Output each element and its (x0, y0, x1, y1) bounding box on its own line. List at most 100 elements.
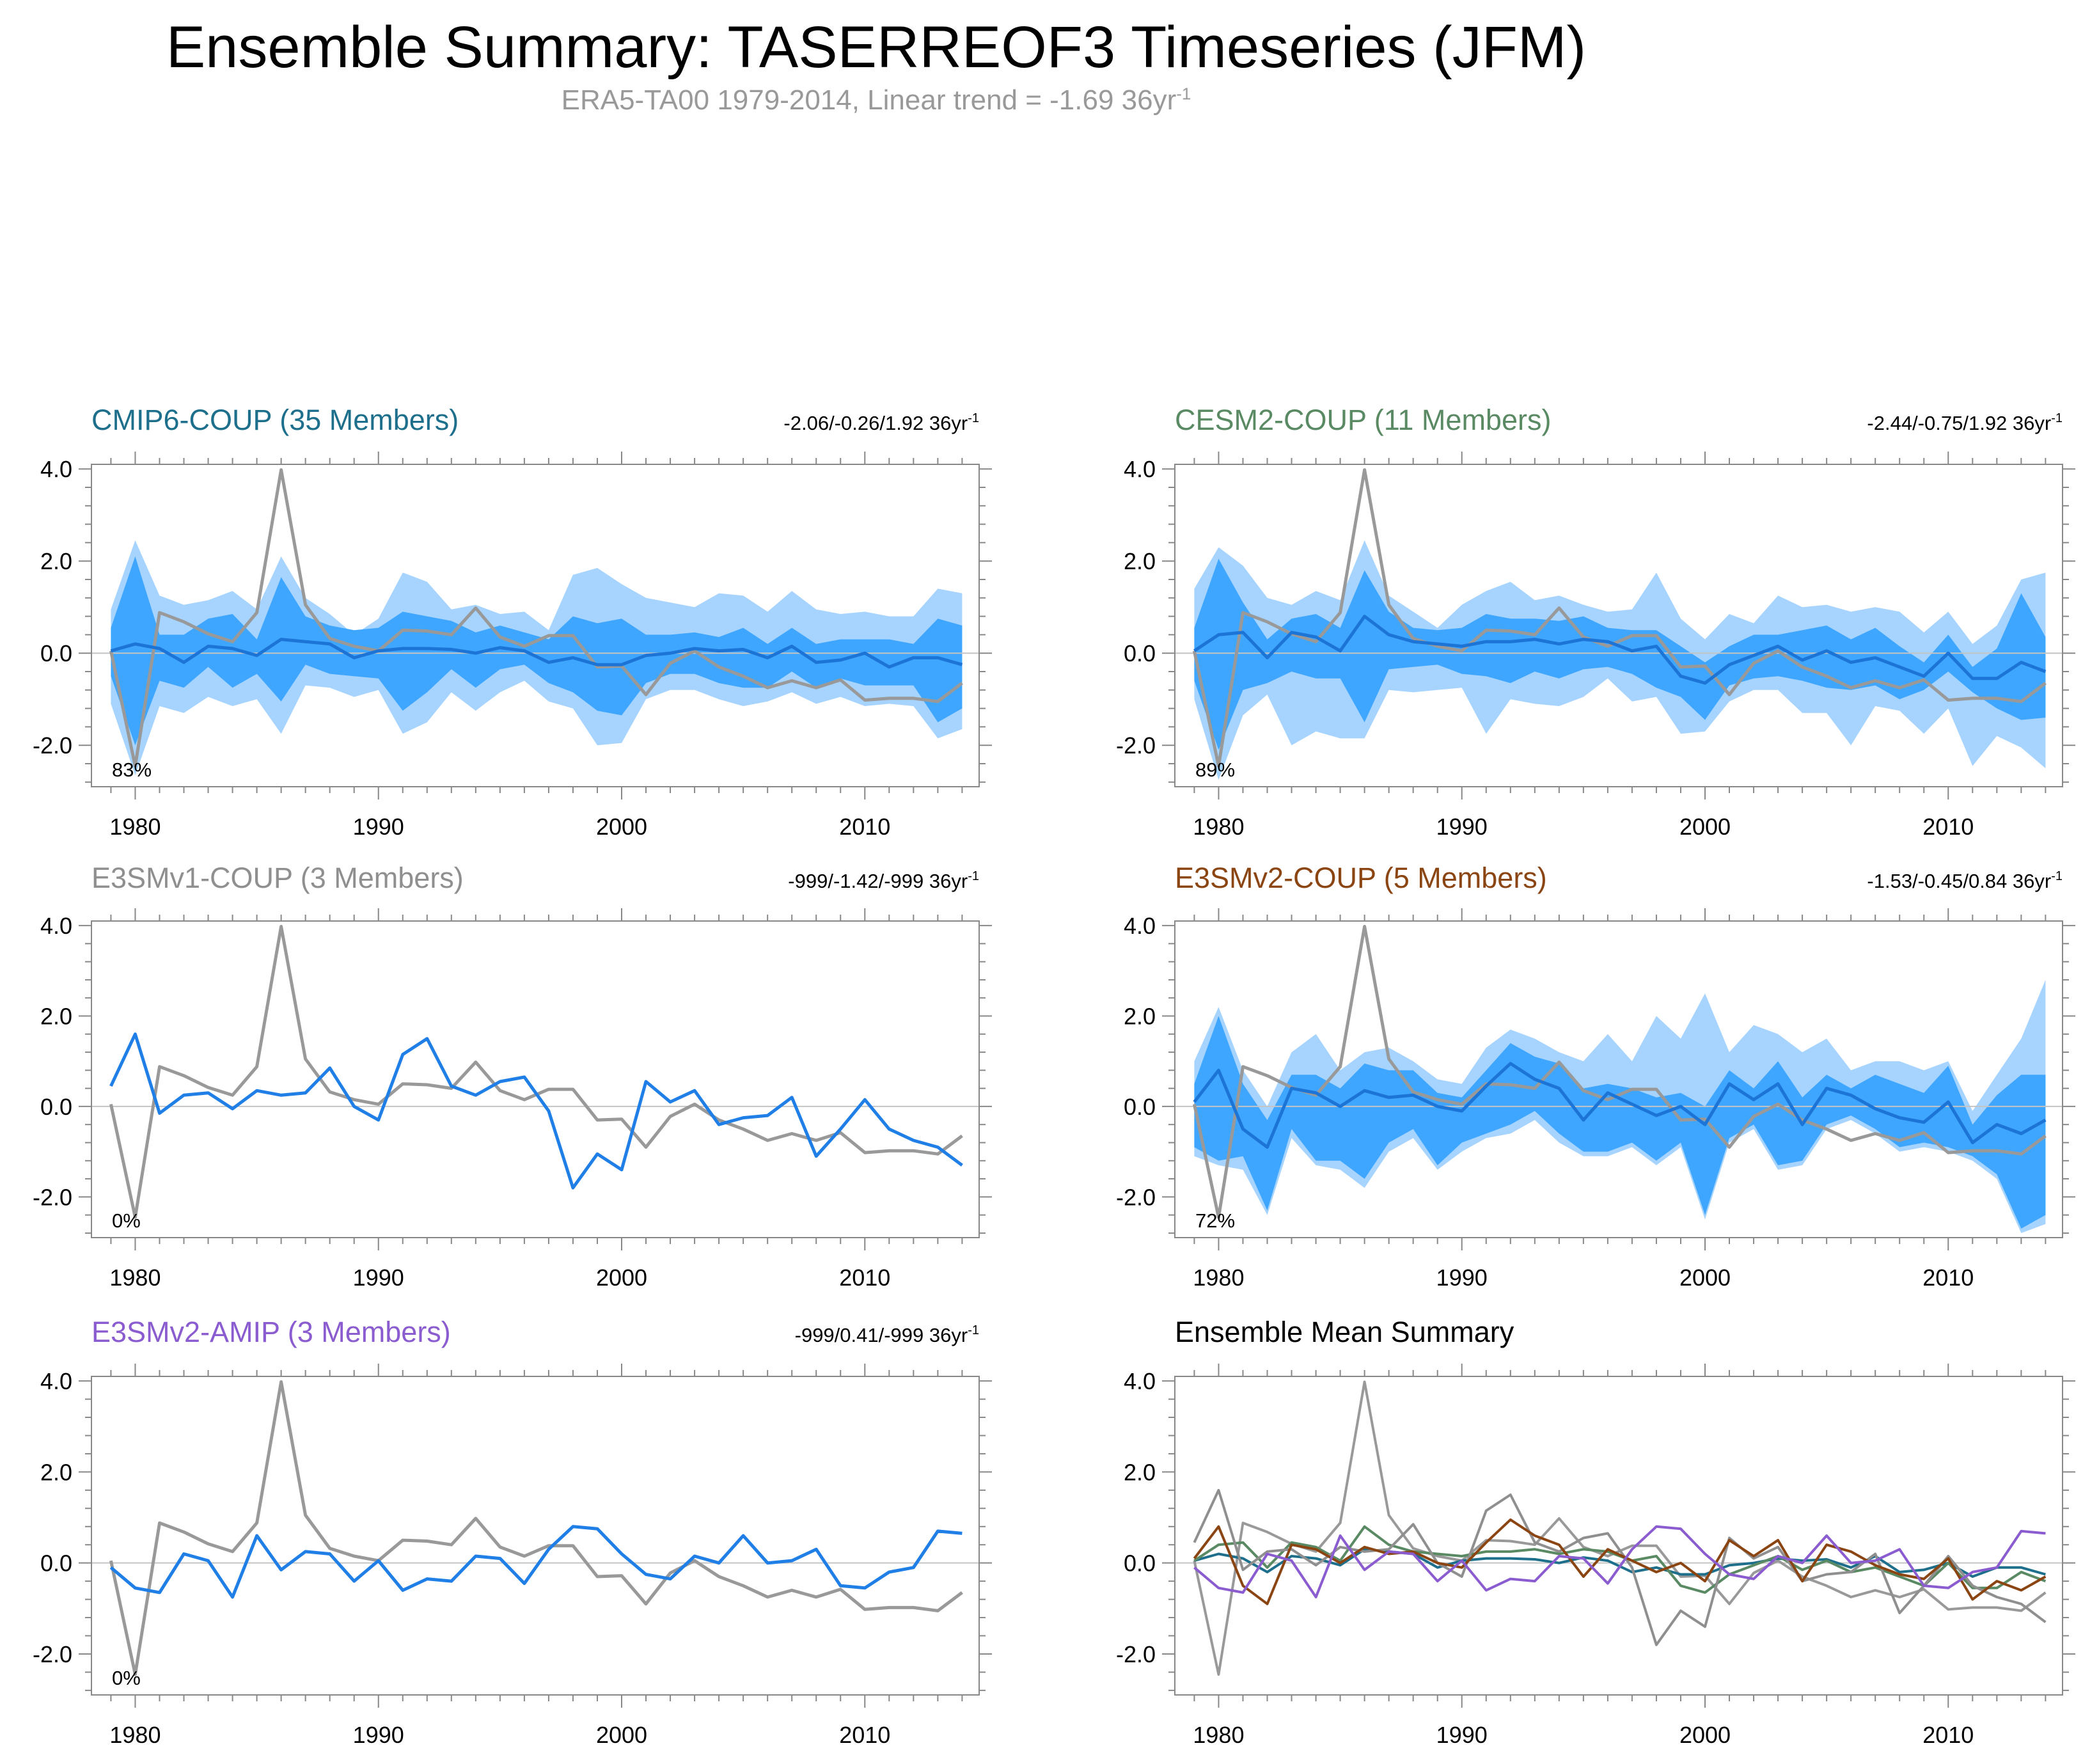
y-tick-label: -2.0 (33, 732, 72, 759)
y-tick-label: -2.0 (1116, 732, 1156, 759)
panel-frame (1174, 1376, 2063, 1696)
percent-label: 83% (112, 759, 152, 781)
panel-frame (1174, 464, 2063, 787)
band-inner (1194, 558, 2046, 750)
y-tick-label: -2.0 (1116, 1184, 1156, 1210)
y-tick-label: 4.0 (1124, 913, 1156, 939)
y-tick-label: 4.0 (40, 456, 72, 482)
panel-title: E3SMv2-COUP (5 Members) (1175, 862, 1547, 894)
panel-frame (1174, 920, 2063, 1238)
panel-amip: E3SMv2-AMIP (3 Members) -999/0.41/-999 36… (33, 1316, 992, 1748)
x-tick-label: 1980 (1193, 814, 1244, 840)
observed-line (109, 1380, 963, 1676)
y-tick-label: 0.0 (1124, 1550, 1156, 1577)
y-tick-label: -2.0 (1116, 1641, 1156, 1667)
y-tick-label: 0.0 (40, 1550, 72, 1577)
observed-line (109, 925, 963, 1219)
figure-subtitle-exponent: -1 (1176, 84, 1191, 104)
trend-text: -999/0.41/-999 36yr (795, 1324, 968, 1346)
series-line-e3smv1-coup (1193, 1488, 2047, 1646)
series-line-e3smv2-amip (1193, 1525, 2046, 1598)
figure-title: Ensemble Summary: TASERREOF3 Timeseries … (166, 15, 1587, 80)
panel-e3smv2: E3SMv2-COUP (5 Members) -1.53/-0.45/0.84 … (1116, 862, 2075, 1291)
trend-exponent: -1 (968, 411, 979, 425)
panel-cmip6: CMIP6-COUP (35 Members) -2.06/-0.26/1.92 … (33, 404, 992, 840)
y-tick-label: 0.0 (1124, 1094, 1156, 1120)
panel-frame (91, 920, 980, 1238)
trend-exponent: -1 (2051, 869, 2063, 883)
y-tick-label: 4.0 (40, 1368, 72, 1394)
trend-exponent: -1 (968, 869, 979, 883)
y-tick-label: 4.0 (1124, 1368, 1156, 1394)
panel-trend-label: -999/-1.42/-999 36yr-1 (788, 869, 979, 892)
y-tick-label: 0.0 (40, 1094, 72, 1120)
ensemble-mean-line (1193, 1062, 2047, 1149)
panel-title: E3SMv2-AMIP (3 Members) (91, 1316, 451, 1348)
panel-summary: Ensemble Mean Summary 1980 1990 2000 2010 4.0… (1116, 1316, 2075, 1748)
x-tick-label: 2000 (596, 1264, 647, 1291)
x-tick-label: 2010 (1922, 814, 1974, 840)
panel-title: CESM2-COUP (11 Members) (1175, 404, 1551, 436)
ensemble-mean-line (1193, 615, 2047, 685)
observed-line (1192, 468, 2047, 768)
trend-text: -1.53/-0.45/0.84 36yr (1867, 870, 2051, 892)
percent-label: 0% (112, 1209, 141, 1232)
panel-cesm2: CESM2-COUP (11 Members) -2.44/-0.75/1.92 … (1116, 404, 2075, 840)
ensemble-mean-line (109, 1525, 963, 1599)
x-tick-label: 2010 (839, 1264, 890, 1291)
y-tick-label: 0.0 (40, 640, 72, 666)
panel-trend-label: -999/0.41/-999 36yr-1 (795, 1323, 979, 1346)
x-tick-label: 2010 (839, 814, 890, 840)
series-line-e3smv2-coup (1193, 1518, 2047, 1605)
x-tick-label: 2000 (1679, 1722, 1731, 1748)
percent-label: 72% (1195, 1209, 1235, 1232)
y-tick-label: 2.0 (40, 548, 72, 574)
y-tick-label: 2.0 (1124, 1004, 1156, 1030)
x-tick-label: 2010 (839, 1722, 890, 1748)
trend-exponent: -1 (968, 1323, 979, 1337)
y-tick-label: 4.0 (40, 913, 72, 939)
y-tick-label: 4.0 (1124, 456, 1156, 482)
x-tick-label: 1980 (1193, 1264, 1244, 1291)
x-tick-label: 1990 (353, 1722, 404, 1748)
panel-e3smv1: E3SMv1-COUP (3 Members) -999/-1.42/-999 3… (33, 862, 992, 1291)
y-tick-label: 2.0 (40, 1004, 72, 1030)
percent-label: 0% (112, 1667, 141, 1689)
x-tick-label: 1990 (353, 1264, 404, 1291)
x-tick-label: 2000 (596, 1722, 647, 1748)
band-inner (1194, 1016, 2046, 1229)
x-tick-label: 1980 (1193, 1722, 1244, 1748)
x-tick-label: 1980 (109, 814, 161, 840)
ensemble-mean-line (109, 1032, 963, 1190)
panel-frame (91, 464, 980, 787)
ensemble-mean-line (110, 638, 963, 669)
series-line-era5-ta00 (1193, 1380, 2047, 1676)
observed-line (1192, 925, 2047, 1219)
x-tick-label: 2010 (1922, 1264, 1974, 1291)
figure-subtitle: ERA5-TA00 1979-2014, Linear trend = -1.6… (0, 84, 1752, 116)
x-tick-label: 2000 (1679, 1264, 1731, 1291)
y-tick-label: 2.0 (40, 1459, 72, 1485)
panel-title: Ensemble Mean Summary (1175, 1316, 1514, 1348)
panel-trend-label: -2.06/-0.26/1.92 36yr-1 (783, 411, 979, 434)
trend-text: -2.44/-0.75/1.92 36yr (1867, 412, 2051, 434)
x-tick-label: 1990 (1436, 1264, 1488, 1291)
percent-label: 89% (1195, 759, 1235, 781)
panel-trend-label: -2.44/-0.75/1.92 36yr-1 (1867, 411, 2063, 434)
y-tick-label: 0.0 (1124, 640, 1156, 666)
panel-title: CMIP6-COUP (35 Members) (91, 404, 459, 436)
x-tick-label: 1990 (1436, 1722, 1488, 1748)
y-tick-label: -2.0 (33, 1641, 72, 1667)
y-tick-label: -2.0 (33, 1184, 72, 1210)
x-tick-label: 2000 (1679, 814, 1731, 840)
x-tick-label: 2000 (596, 814, 647, 840)
figure-subtitle-text: ERA5-TA00 1979-2014, Linear trend = -1.6… (561, 84, 1177, 116)
trend-text: -2.06/-0.26/1.92 36yr (783, 412, 968, 434)
x-tick-label: 1980 (109, 1264, 161, 1291)
trend-exponent: -1 (2051, 411, 2063, 425)
panel-trend-label: -1.53/-0.45/0.84 36yr-1 (1867, 869, 2063, 892)
x-tick-label: 1990 (353, 814, 404, 840)
band-inner (111, 556, 963, 746)
y-tick-label: 2.0 (1124, 548, 1156, 574)
